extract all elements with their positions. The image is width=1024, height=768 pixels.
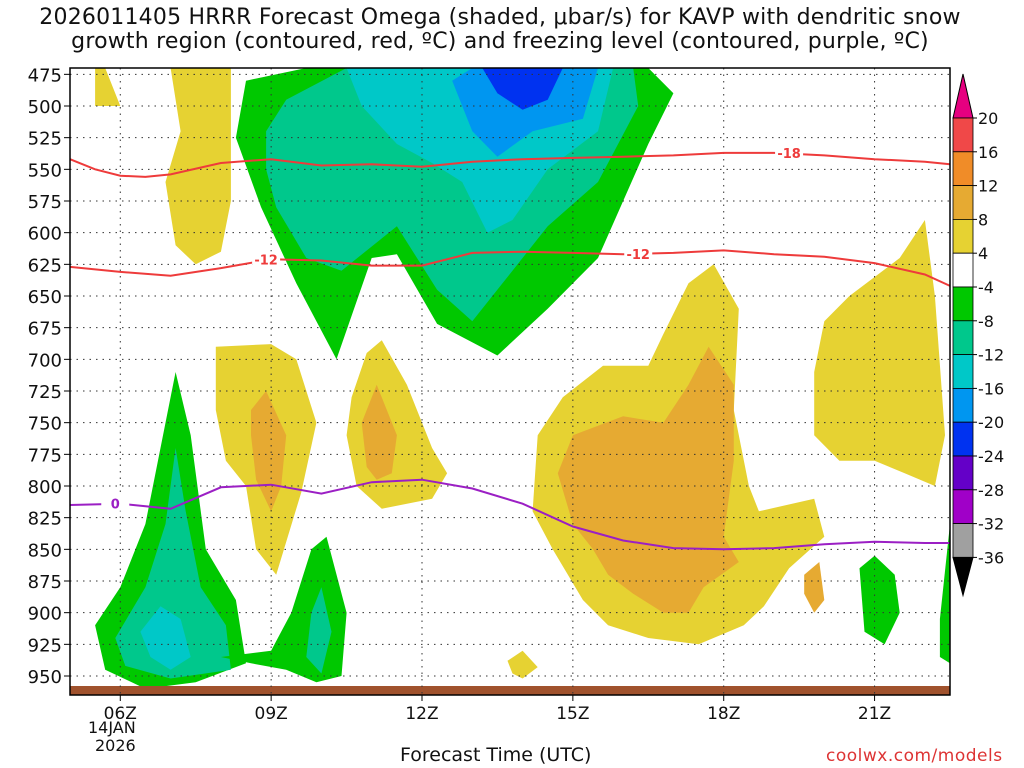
omega-region-9	[306, 587, 332, 674]
x-tick-label-2: 12Z	[405, 704, 438, 724]
colorbar-bottom-arrow	[952, 556, 974, 598]
colorbar-label-13: -36	[978, 548, 1004, 567]
omega-region-11	[939, 524, 950, 664]
y-tick-label-14: 825	[28, 509, 62, 530]
source-credit: coolwx.com/models	[826, 746, 1003, 766]
y-tick-label-4: 575	[28, 192, 62, 213]
chart-title-line2: growth region (contoured, red, ºC) and f…	[71, 29, 929, 54]
x-axis-title: Forecast Time (UTC)	[400, 744, 592, 766]
colorbar-label-8: -16	[978, 379, 1004, 398]
colorbar-segment-5	[952, 252, 974, 288]
freezing-label-0: 0	[111, 498, 120, 513]
y-tick-label-6: 625	[28, 255, 62, 276]
omega-shading	[70, 68, 950, 689]
grid	[70, 68, 950, 695]
colorbar-label-5: -4	[978, 278, 994, 297]
omega-region-18	[557, 346, 739, 613]
colorbar-label-6: -8	[978, 312, 994, 331]
y-tick-label-17: 900	[28, 604, 62, 625]
colorbar-segment-13	[952, 523, 974, 558]
y-tick-label-10: 725	[28, 382, 62, 403]
omega-region-12	[70, 68, 231, 265]
colorbar-segment-9	[952, 387, 974, 423]
dgz-label-12b: -12	[626, 248, 650, 263]
y-tick-label-13: 800	[28, 477, 62, 498]
omega-region-21	[507, 650, 538, 679]
colorbar-segment-2	[952, 151, 974, 187]
x-tick-label-0: 06Z	[104, 704, 137, 724]
y-tick-label-3: 550	[28, 160, 62, 181]
colorbar-segment-4	[952, 218, 974, 254]
x-tick-label-4: 18Z	[707, 704, 740, 724]
omega-region-20	[814, 220, 945, 486]
dgz-label-18: -18	[777, 147, 801, 162]
colorbar-label-11: -28	[978, 481, 1004, 500]
y-tick-label-18: 925	[28, 635, 62, 656]
y-tick-label-1: 500	[28, 97, 62, 118]
colorbar-top-arrow	[952, 73, 974, 119]
omega-region-14	[251, 391, 287, 512]
terrain-strip	[70, 686, 950, 695]
date-label: 14JAN	[88, 718, 136, 737]
dgz-label-12a: -12	[254, 253, 278, 268]
colorbar-label-1: 16	[978, 143, 998, 162]
dgz-label-18-bg	[775, 144, 804, 160]
colorbar-segment-8	[952, 354, 974, 389]
x-tick-label-5: 21Z	[858, 704, 891, 724]
dgz-label-12b-bg	[624, 246, 653, 262]
chart-title-line1: 2026011405 HRRR Forecast Omega (shaded, …	[39, 5, 961, 30]
colorbar-segment-12	[952, 489, 974, 524]
omega-region-19	[804, 562, 825, 613]
colorbar: 20 16 12 8 4 -4 -8 -12 -16 -20 -24 -28 -32 -36	[952, 73, 1004, 598]
omega-region-10	[859, 555, 900, 645]
colorbar-label-2: 12	[978, 177, 998, 196]
omega-region-7	[140, 606, 191, 670]
freezing-contour-line-0	[69, 478, 950, 551]
omega-region-6	[115, 448, 231, 679]
colorbar-segment-3	[952, 185, 974, 220]
dgz-contour-line-0	[69, 151, 951, 178]
year-label: 2026	[95, 736, 136, 755]
colorbar-label-7: -12	[978, 346, 1004, 365]
colorbar-label-12: -32	[978, 515, 1004, 534]
y-tick-label-15: 850	[28, 540, 62, 561]
dgz-label-12a-bg	[252, 251, 281, 267]
freezing-label-0-bg	[101, 495, 130, 511]
dgz-contour-line-1	[69, 249, 951, 287]
y-tick-label-8: 675	[28, 319, 62, 340]
plot-frame	[69, 67, 951, 696]
omega-region-4	[482, 68, 563, 110]
y-tick-label-9: 700	[28, 350, 62, 371]
y-tick-label-12: 775	[28, 445, 62, 466]
colorbar-segment-11	[952, 455, 974, 491]
x-tick-label-3: 15Z	[556, 704, 589, 724]
y-tick-label-5: 600	[28, 224, 62, 245]
colorbar-label-0: 20	[978, 109, 998, 128]
colorbar-segment-6	[952, 286, 974, 322]
omega-region-3	[452, 68, 598, 157]
y-tick-label-11: 750	[28, 414, 62, 435]
colorbar-label-3: 8	[978, 210, 988, 229]
omega-region-16	[361, 384, 397, 480]
x-tick-label-1: 09Z	[255, 704, 288, 724]
colorbar-label-9: -20	[978, 413, 1004, 432]
colorbar-segment-10	[952, 421, 974, 457]
y-tick-label-2: 525	[28, 129, 62, 150]
colorbar-label-10: -24	[978, 447, 1004, 466]
y-tick-label-19: 950	[28, 667, 62, 688]
y-tick-label-7: 650	[28, 287, 62, 308]
colorbar-segment-7	[952, 320, 974, 355]
colorbar-label-4: 4	[978, 244, 988, 263]
y-tick-label-16: 875	[28, 572, 62, 593]
chart-title: 2026011405 HRRR Forecast Omega (shaded, …	[0, 6, 1000, 54]
y-tick-label-0: 475	[28, 65, 62, 86]
colorbar-segment-1	[952, 117, 974, 153]
